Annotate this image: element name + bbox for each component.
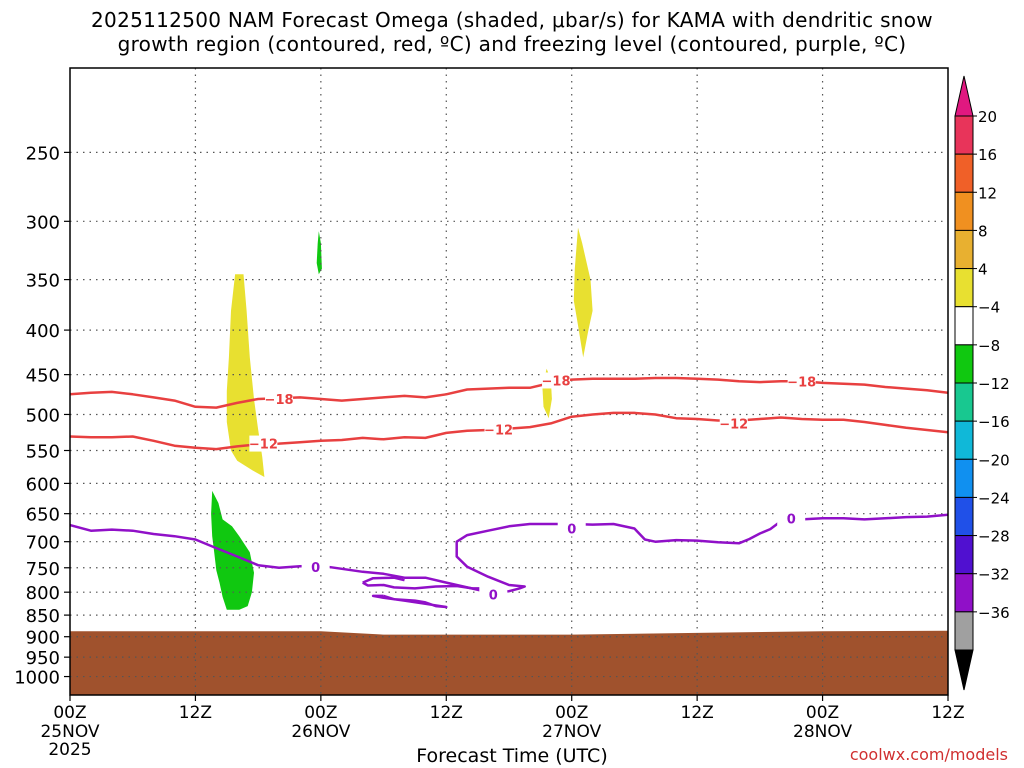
x-tick-sublabel: 26NOV — [291, 722, 350, 742]
y-tick-label: 300 — [26, 212, 60, 233]
contour-label: 0 — [787, 512, 796, 527]
contour-label-bg — [301, 558, 330, 575]
colorbar-swatch — [954, 458, 974, 498]
contour-label: 0 — [311, 561, 320, 576]
contour-segment-2 — [362, 576, 405, 584]
contour-label: 0 — [489, 589, 498, 604]
contour-label-bg — [265, 391, 294, 408]
colorbar-label: 16 — [978, 146, 997, 164]
y-tick-label: 550 — [26, 442, 60, 463]
colorbar-swatch — [954, 535, 974, 575]
contour-label: −12 — [249, 438, 278, 453]
colorbar-swatch — [954, 420, 974, 460]
colorbar-top-arrow — [954, 75, 974, 117]
omega-region-4 — [211, 490, 254, 610]
y-tick-label: 900 — [26, 628, 60, 649]
x-tick-label: 00Z — [53, 703, 86, 723]
colorbar-swatch — [954, 496, 974, 537]
y-tick-label: 250 — [26, 143, 60, 164]
y-tick-label: 950 — [26, 648, 60, 669]
colorbar: 20 16 12 8 4 −4 −8 −12 −16 −20 −24 −28 −32 −36 — [954, 75, 1010, 691]
colorbar-swatch — [954, 229, 974, 270]
y-tick-label: 350 — [26, 271, 60, 292]
colorbar-swatch — [954, 344, 974, 384]
x-tick-label: 00Z — [304, 703, 337, 723]
colorbar-swatch — [954, 306, 974, 346]
colorbar-swatch — [954, 153, 974, 193]
x-tick-sublabel: 27NOV — [542, 722, 601, 742]
contour-label-bg — [557, 520, 586, 537]
contour-label-bg — [787, 373, 816, 390]
omega-region-0 — [226, 274, 265, 477]
contours: −18 −18 −18 −12 −12 −12 0 0 0 0 — [70, 372, 948, 609]
contour-label-bg — [542, 372, 571, 389]
y-tick-label: 450 — [26, 366, 60, 387]
plot-area — [70, 227, 948, 695]
x-tick-label: 12Z — [430, 703, 463, 723]
axes: 2503003504004505005506006507007508008509… — [14, 67, 965, 760]
colorbar-label: −24 — [978, 489, 1010, 507]
colorbar-bottom-arrow — [954, 649, 974, 691]
y-tick-label: 800 — [26, 583, 60, 604]
chart-title-line-2: growth region (contoured, red, ºC) and f… — [117, 32, 907, 56]
colorbar-label: 4 — [978, 261, 988, 279]
contour-label: −12 — [484, 423, 513, 438]
x-tick-label: 12Z — [931, 703, 964, 723]
y-tick-label: 500 — [26, 405, 60, 426]
contour-label-bg — [777, 510, 806, 527]
colorbar-label: −36 — [978, 604, 1010, 622]
colorbar-label: −28 — [978, 528, 1010, 546]
colorbar-swatch — [954, 382, 974, 422]
x-axis-label: Forecast Time (UTC) — [416, 745, 608, 767]
contour-label: −18 — [787, 375, 816, 390]
colorbar-swatch — [954, 573, 974, 613]
colorbar-label: −16 — [978, 413, 1010, 431]
y-tick-label: 400 — [26, 321, 60, 342]
colorbar-label: −20 — [978, 451, 1010, 469]
contour-label: −18 — [265, 393, 294, 408]
colorbar-label: 12 — [978, 184, 997, 202]
colorbar-label: 8 — [978, 222, 988, 240]
x-tick-year: 2025 — [48, 740, 91, 760]
contour-label-bg — [479, 586, 508, 603]
x-tick-label: 00Z — [806, 703, 839, 723]
x-tick-label: 12Z — [179, 703, 212, 723]
colorbar-swatch — [954, 268, 974, 308]
y-tick-label: 650 — [26, 505, 60, 526]
colorbar-swatch — [954, 191, 974, 231]
y-tick-label: 700 — [26, 533, 60, 554]
y-tick-label: 750 — [26, 559, 60, 580]
credit-text: coolwx.com/models — [849, 745, 1008, 764]
colorbar-swatch — [954, 611, 974, 651]
colorbar-label: −8 — [978, 337, 1000, 355]
contour-line--18 — [70, 376, 948, 409]
x-tick-label: 12Z — [681, 703, 714, 723]
contour-label-bg — [719, 415, 748, 432]
contour-segment-1 — [371, 594, 448, 609]
terrain-fill — [70, 630, 948, 695]
contour-label: −12 — [719, 417, 748, 432]
colorbar-swatch — [954, 115, 974, 155]
y-tick-label: 850 — [26, 606, 60, 627]
contour-label-bg — [249, 435, 278, 452]
contour-label: 0 — [567, 522, 576, 537]
contour-label-bg — [484, 421, 513, 438]
chart-title-line-1: 2025112500 NAM Forecast Omega (shaded, μ… — [91, 8, 933, 32]
x-tick-sublabel: 28NOV — [793, 722, 852, 742]
x-tick-label: 00Z — [555, 703, 588, 723]
colorbar-label: 20 — [978, 108, 997, 126]
contour-line-0 — [70, 513, 948, 594]
contour-segment-0 — [362, 581, 489, 590]
colorbar-label: −12 — [978, 375, 1010, 393]
colorbar-label: −32 — [978, 566, 1010, 584]
x-tick-sublabel: 25NOV — [40, 722, 99, 742]
contour-label: −18 — [542, 374, 571, 389]
omega-region-1 — [573, 227, 593, 358]
y-tick-label: 1000 — [14, 668, 60, 689]
plot-frame — [69, 67, 949, 696]
colorbar-label: −4 — [978, 299, 1000, 317]
y-tick-label: 600 — [26, 474, 60, 495]
gridlines — [70, 68, 948, 695]
